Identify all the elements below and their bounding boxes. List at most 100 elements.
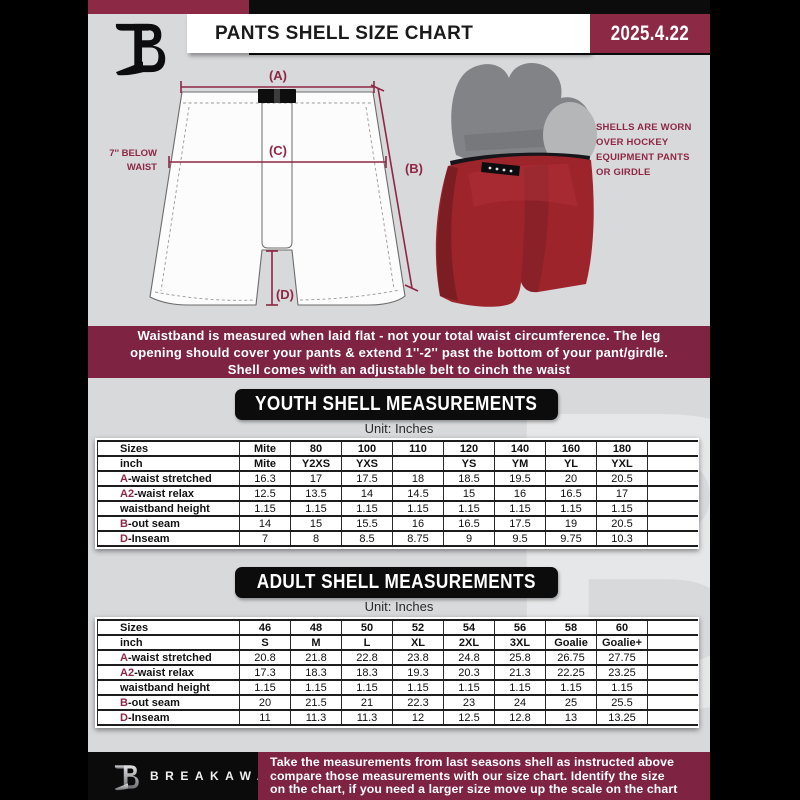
table-row: B-out seam 14 15 15.5 16 16.5 17.5 19 20.5	[97, 515, 698, 532]
cell: 1.15	[443, 500, 495, 517]
cell: 14	[341, 485, 393, 502]
cell: 16.5	[443, 515, 495, 532]
adult-heading-text: ADULT SHELL MEASUREMENTS	[256, 571, 537, 593]
cell: 54	[443, 619, 495, 636]
cell: 20	[239, 694, 291, 711]
title-bar: PANTS SHELL SIZE CHART	[187, 14, 590, 53]
youth-size-table-card: Sizes Mite 80 100 110 120 140 160 180 inch Mite Y2X…	[95, 438, 699, 549]
cell: 18.3	[341, 664, 393, 681]
cell: 1.15	[341, 679, 393, 696]
row-label: waistband height	[97, 679, 240, 696]
cell: 1.15	[596, 500, 648, 517]
cell: YS	[443, 455, 495, 472]
cell: 8.75	[392, 530, 444, 547]
cell: S	[239, 634, 291, 651]
row-label: A-waist stretched	[97, 649, 240, 666]
row-label: D-Inseam	[97, 709, 240, 726]
cell: 1.15	[239, 500, 291, 517]
cell: 12.5	[443, 709, 495, 726]
adult-size-table: Sizes 46 48 50 52 54 56 58 60 inch S M L XL 2XL 3XL Goal…	[97, 619, 698, 726]
cell: 17	[596, 485, 648, 502]
cell: Y2XS	[290, 455, 342, 472]
row-label: A2-waist relax	[97, 485, 240, 502]
spacer-cell	[647, 455, 698, 472]
cell: 22.8	[341, 649, 393, 666]
row-label: inch	[97, 634, 240, 651]
table-row: Sizes 46 48 50 52 54 56 58 60	[97, 619, 698, 636]
cell: 24.8	[443, 649, 495, 666]
cell: 11.3	[341, 709, 393, 726]
cell: 20.5	[596, 515, 648, 532]
youth-unit-label: Unit: Inches	[364, 421, 434, 436]
cell	[392, 455, 444, 472]
cell: 9	[443, 530, 495, 547]
label-d: (D)	[276, 287, 294, 302]
cell: 11	[239, 709, 291, 726]
cell: 12.8	[494, 709, 546, 726]
cell: 24	[494, 694, 546, 711]
size-chart-document: B PANTS SHELL SIZE CHART 2025.4.22	[88, 0, 710, 800]
cell: 10.3	[596, 530, 648, 547]
spacer-cell	[647, 664, 698, 681]
cell: 1.15	[596, 679, 648, 696]
cell: 1.15	[290, 679, 342, 696]
cell: 18.5	[443, 470, 495, 487]
cell: 17.5	[494, 515, 546, 532]
cell: 18.3	[290, 664, 342, 681]
cell: 60	[596, 619, 648, 636]
cell: 27.75	[596, 649, 648, 666]
pants-shell-diagram: (A) (C) (B) (D) 7'' BELOW WAIST	[109, 68, 423, 306]
cell: 52	[392, 619, 444, 636]
cell: 100	[341, 440, 393, 457]
cell: 7	[239, 530, 291, 547]
row-label: B-out seam	[97, 515, 240, 532]
table-row: A2-waist relax 12.5 13.5 14 14.5 15 16 16.5 17	[97, 485, 698, 502]
youth-size-table: Sizes Mite 80 100 110 120 140 160 180 inch Mite Y2X…	[97, 440, 698, 547]
date-badge: 2025.4.22	[590, 14, 710, 53]
cell: 20	[545, 470, 597, 487]
below-waist-note-line1: 7'' BELOW	[109, 148, 157, 159]
spacer-cell	[647, 470, 698, 487]
table-row: A-waist stretched 20.8 21.8 22.8 23.8 24.8 25.…	[97, 649, 698, 666]
date-text: 2025.4.22	[610, 21, 690, 45]
row-label: Sizes	[97, 619, 240, 636]
cell: 3XL	[494, 634, 546, 651]
cell: XL	[392, 634, 444, 651]
cell: 9.5	[494, 530, 546, 547]
cell: 17.5	[341, 470, 393, 487]
table-row: D-Inseam 11 11.3 11.3 12 12.5 12.8 13 13.25	[97, 709, 698, 726]
cell: 8.5	[341, 530, 393, 547]
table-row: inch Mite Y2XS YXS YS YM YL YXL	[97, 455, 698, 472]
cell: 1.15	[290, 500, 342, 517]
adult-unit-label: Unit: Inches	[364, 599, 434, 614]
footer-breakaway-logo	[114, 765, 139, 791]
cell: 17.3	[239, 664, 291, 681]
page-title: PANTS SHELL SIZE CHART	[215, 22, 474, 44]
cell: 16.5	[545, 485, 597, 502]
row-label: D-Inseam	[97, 530, 240, 547]
label-b: (B)	[405, 161, 423, 176]
spacer-cell	[647, 500, 698, 517]
spacer-cell	[647, 485, 698, 502]
cell: Goalie+	[596, 634, 648, 651]
cell: 23.25	[596, 664, 648, 681]
cell: 20.5	[596, 470, 648, 487]
spacer-cell	[647, 679, 698, 696]
label-c: (C)	[269, 143, 287, 158]
row-label: waistband height	[97, 500, 240, 517]
spacer-cell	[647, 709, 698, 726]
cell: L	[341, 634, 393, 651]
cell: 2XL	[443, 634, 495, 651]
cell: 1.15	[545, 500, 597, 517]
cell: 23.8	[392, 649, 444, 666]
photo-caption: SHELLS ARE WORN OVER HOCKEY EQUIPMENT PA…	[596, 122, 692, 178]
below-waist-note-line2: WAIST	[127, 162, 157, 173]
cell: 25.8	[494, 649, 546, 666]
table-row: waistband height 1.15 1.15 1.15 1.15 1.15 1.15…	[97, 500, 698, 517]
cell: 23	[443, 694, 495, 711]
label-a: (A)	[269, 68, 287, 83]
table-row: A2-waist relax 17.3 18.3 18.3 19.3 20.3 21.3 22…	[97, 664, 698, 681]
cell: Mite	[239, 440, 291, 457]
cell: 14.5	[392, 485, 444, 502]
cell: 1.15	[443, 679, 495, 696]
